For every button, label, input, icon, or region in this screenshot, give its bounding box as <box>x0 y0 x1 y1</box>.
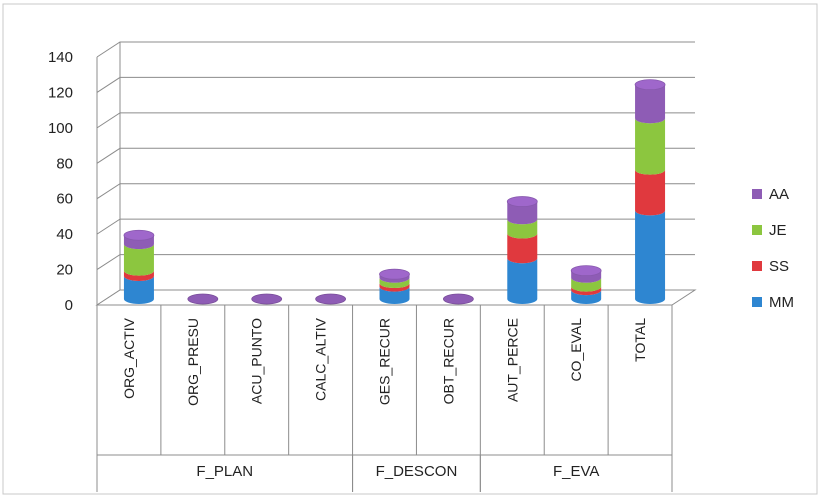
y-tick-label: 120 <box>48 84 73 101</box>
legend: AA JE SS MM <box>752 186 794 311</box>
y-axis-ticks: 0 20 40 60 80 100 120 140 <box>48 49 73 314</box>
y-tick-label: 20 <box>56 262 73 279</box>
y-tick-label: 140 <box>48 49 73 66</box>
group-label: F_EVA <box>553 463 599 480</box>
bar-segment-je <box>635 118 666 175</box>
group-label: F_DESCON <box>376 463 458 480</box>
x-tick-label: OBT_RECUR <box>440 318 456 404</box>
bar-cap <box>123 229 155 241</box>
category-axis-table: ORG_ACTIV ORG_PRESU ACU_PUNTO CALC_ALTIV GES… <box>96 304 673 492</box>
bar-segment-aa <box>635 84 666 124</box>
bar-segment-aa <box>379 274 410 283</box>
bar-cap <box>442 293 474 305</box>
legend-swatch <box>752 261 762 271</box>
legend-label: SS <box>769 258 789 275</box>
legend-label: JE <box>769 222 787 239</box>
bar-cap <box>570 265 602 277</box>
bar-segment-ss <box>379 283 410 292</box>
bar-segment-je <box>123 244 154 276</box>
legend-label: AA <box>769 186 789 203</box>
y-tick-label: 100 <box>48 120 73 137</box>
bar-segment-je <box>379 277 410 289</box>
legend-swatch <box>752 189 762 199</box>
bar-segment-aa <box>507 201 538 225</box>
bar-segment-aa <box>571 270 602 283</box>
bars <box>123 79 666 305</box>
bar-cap <box>634 79 666 91</box>
legend-swatch <box>752 297 762 307</box>
bar-segment-aa <box>123 235 154 250</box>
y-tick-label: 60 <box>56 191 73 208</box>
bar-segment-mm <box>123 275 154 304</box>
x-tick-label: ORG_ACTIV <box>121 317 137 399</box>
bar-segment-ss <box>635 169 666 216</box>
bar-segment-mm <box>571 290 602 304</box>
x-tick-label: ACU_PUNTO <box>249 318 265 404</box>
bar-cap <box>379 268 410 280</box>
bar-cap <box>251 293 283 305</box>
group-label: F_PLAN <box>196 463 253 480</box>
y-tick-label: 80 <box>56 155 73 172</box>
bar-segment-mm <box>379 286 410 304</box>
y-tick-label: 0 <box>65 297 73 314</box>
bar-cap <box>187 293 219 305</box>
bar-segment-je <box>571 277 602 292</box>
bar-segment-mm <box>507 258 538 304</box>
legend-swatch <box>752 225 762 235</box>
bar-segment-mm <box>635 210 666 304</box>
bar-cap <box>506 196 538 207</box>
x-tick-label: AUT_PERCE <box>504 318 520 402</box>
bar-segment-ss <box>123 270 154 281</box>
bar-segment-je <box>507 219 538 239</box>
x-tick-label: ORG_PRESU <box>185 318 201 406</box>
x-tick-label: CALC_ALTIV <box>313 317 329 401</box>
bar-segment-ss <box>571 286 602 296</box>
legend-label: MM <box>769 294 794 311</box>
x-tick-label: TOTAL <box>632 318 648 362</box>
bar-segment-ss <box>507 233 538 264</box>
x-tick-label: GES_RECUR <box>377 318 393 405</box>
x-tick-label: CO_EVAL <box>568 318 584 382</box>
y-tick-label: 40 <box>56 226 73 243</box>
bar-cap <box>315 293 347 305</box>
